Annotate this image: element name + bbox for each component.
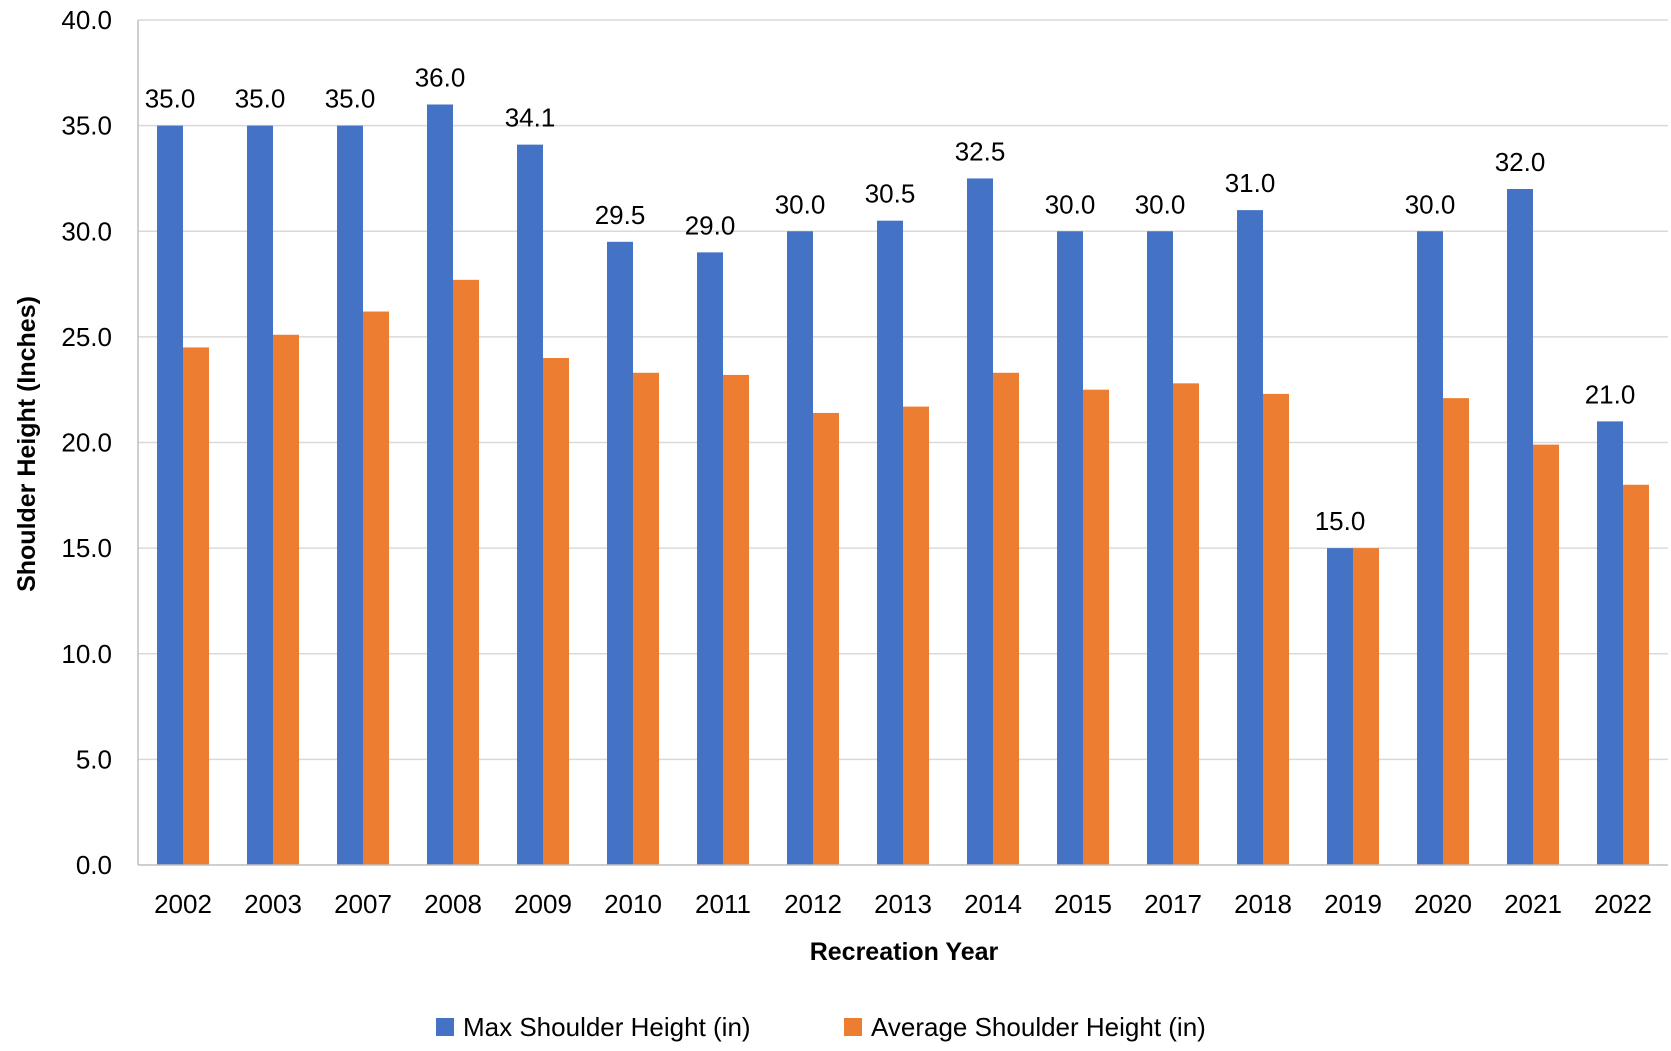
y-tick-label: 25.0 — [61, 322, 112, 352]
data-label-max-2011: 29.0 — [685, 210, 736, 240]
x-tick-label: 2007 — [334, 889, 392, 919]
bar-average-2013 — [903, 406, 929, 865]
bar-max-2018 — [1237, 210, 1263, 865]
bar-max-2002 — [157, 125, 183, 865]
x-tick-labels: 2002 2003 2007 2008 2009 2010 2011 2012 2013 2014… — [154, 889, 1652, 919]
x-tick-label: 2014 — [964, 889, 1022, 919]
x-tick-label: 2012 — [784, 889, 842, 919]
data-label-max-2010: 29.5 — [595, 200, 646, 230]
data-label-max-2022: 21.0 — [1585, 379, 1636, 409]
bar-max-2008 — [427, 104, 453, 865]
x-tick-label: 2003 — [244, 889, 302, 919]
x-tick-label: 2009 — [514, 889, 572, 919]
x-tick-label: 2017 — [1144, 889, 1202, 919]
y-tick-label: 10.0 — [61, 639, 112, 669]
y-tick-label: 20.0 — [61, 428, 112, 458]
legend-swatch-average — [844, 1018, 862, 1036]
x-tick-label: 2008 — [424, 889, 482, 919]
bar-average-2012 — [813, 412, 839, 865]
bar-max-2022 — [1597, 421, 1623, 865]
x-tick-label: 2015 — [1054, 889, 1112, 919]
bar-max-2017 — [1147, 231, 1173, 865]
bar-average-2014 — [993, 372, 1019, 865]
data-label-max-2012: 30.0 — [775, 189, 826, 219]
bar-average-2015 — [1083, 389, 1109, 865]
data-label-max-2007: 35.0 — [325, 84, 376, 114]
data-label-max-2014: 32.5 — [955, 136, 1006, 166]
bar-max-2012 — [787, 231, 813, 865]
data-label-max-2013: 30.5 — [865, 179, 916, 209]
x-tick-label: 2022 — [1594, 889, 1652, 919]
bar-average-2011 — [723, 374, 749, 865]
data-label-max-2015: 30.0 — [1045, 189, 1096, 219]
bar-average-2008 — [453, 279, 479, 865]
data-label-max-2021: 32.0 — [1495, 147, 1546, 177]
legend: Max Shoulder Height (in) Average Shoulde… — [436, 1012, 1206, 1042]
data-label-max-2018: 31.0 — [1225, 168, 1276, 198]
data-label-max-2009: 34.1 — [505, 103, 556, 133]
y-tick-label: 30.0 — [61, 216, 112, 246]
bar-average-2007 — [363, 311, 389, 865]
y-tick-label: 0.0 — [76, 850, 112, 880]
data-label-max-2008: 36.0 — [415, 63, 466, 93]
bar-average-2020 — [1443, 398, 1469, 865]
y-tick-label: 5.0 — [76, 744, 112, 774]
bar-average-2018 — [1263, 393, 1289, 865]
bar-max-2009 — [517, 144, 543, 865]
bar-max-2011 — [697, 252, 723, 865]
bar-max-2015 — [1057, 231, 1083, 865]
legend-label-average: Average Shoulder Height (in) — [871, 1012, 1206, 1042]
bar-max-2021 — [1507, 189, 1533, 865]
bar-average-2009 — [543, 358, 569, 865]
data-label-max-2002: 35.0 — [145, 84, 196, 114]
data-labels: 35.0 35.0 35.0 36.0 34.1 29.5 29.0 30.0 30.5 32.5… — [145, 63, 1636, 537]
bar-average-2002 — [183, 347, 209, 865]
bar-average-2010 — [633, 372, 659, 865]
data-label-max-2019: 15.0 — [1315, 506, 1366, 536]
x-tick-label: 2019 — [1324, 889, 1382, 919]
bar-average-2019 — [1353, 548, 1379, 865]
bar-average-2003 — [273, 334, 299, 865]
legend-swatch-max — [436, 1018, 454, 1036]
bar-average-2021 — [1533, 444, 1559, 865]
x-tick-label: 2021 — [1504, 889, 1562, 919]
bar-average-2022 — [1623, 484, 1649, 865]
x-tick-label: 2011 — [695, 889, 751, 919]
bar-max-2014 — [967, 178, 993, 865]
x-tick-label: 2018 — [1234, 889, 1292, 919]
y-tick-label: 15.0 — [61, 533, 112, 563]
x-tick-label: 2013 — [874, 889, 932, 919]
data-label-max-2017: 30.0 — [1135, 189, 1186, 219]
data-label-max-2003: 35.0 — [235, 84, 286, 114]
data-label-max-2020: 30.0 — [1405, 189, 1456, 219]
bar-max-2003 — [247, 125, 273, 865]
y-tick-labels: 0.0 5.0 10.0 15.0 20.0 25.0 30.0 35.0 40.0 — [61, 5, 112, 880]
bar-average-2017 — [1173, 383, 1199, 865]
axes — [137, 20, 1668, 866]
legend-label-max: Max Shoulder Height (in) — [463, 1012, 751, 1042]
bar-max-2020 — [1417, 231, 1443, 865]
x-tick-label: 2020 — [1414, 889, 1472, 919]
y-tick-label: 35.0 — [61, 111, 112, 141]
bar-max-2013 — [877, 220, 903, 865]
x-tick-label: 2002 — [154, 889, 212, 919]
bar-max-2019 — [1327, 548, 1353, 865]
bar-max-2007 — [337, 125, 363, 865]
x-tick-label: 2010 — [604, 889, 662, 919]
bars — [157, 104, 1649, 865]
y-axis-title: Shoulder Height (Inches) — [13, 296, 41, 592]
x-axis-title: Recreation Year — [810, 938, 999, 966]
y-tick-label: 40.0 — [61, 5, 112, 35]
bar-max-2010 — [607, 241, 633, 865]
